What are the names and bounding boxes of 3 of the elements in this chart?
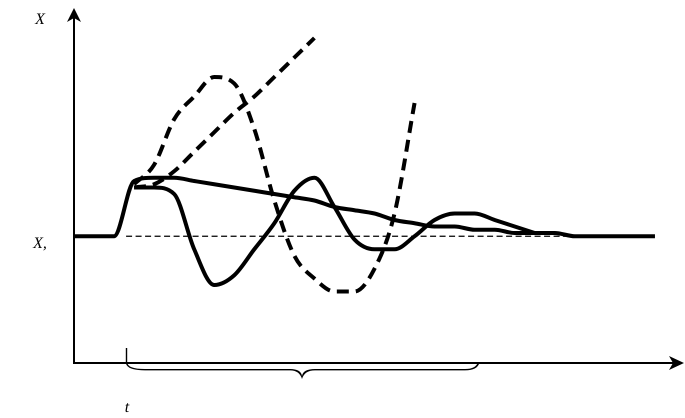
text: X,: [32, 235, 47, 252]
x-axis-title: t: [124, 399, 130, 416]
y-axis-title: X: [34, 11, 46, 28]
